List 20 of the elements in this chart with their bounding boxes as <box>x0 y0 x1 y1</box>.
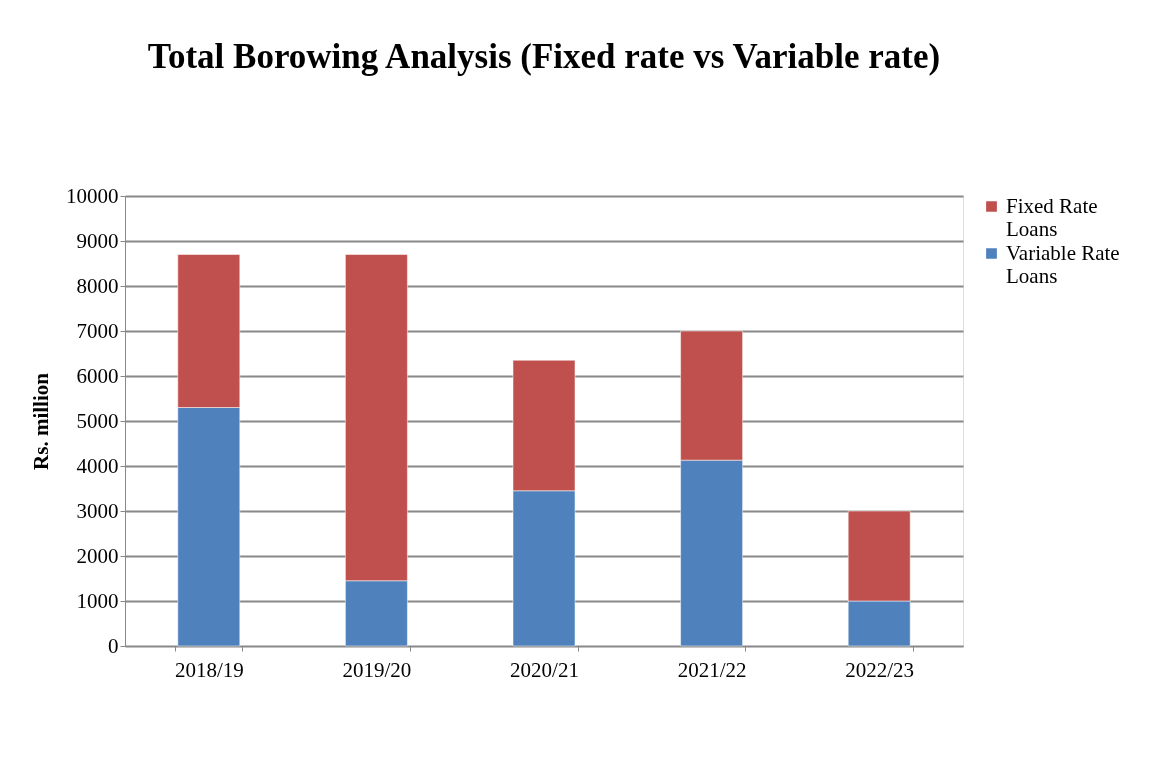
x-tick-label: 2022/23 <box>845 657 915 682</box>
x-tick-label: 2020/21 <box>510 657 579 682</box>
chart-title: Total Borowing Analysis (Fixed rate vs Variable rate) <box>147 37 941 76</box>
x-tick-label: 2019/20 <box>342 657 412 682</box>
y-tick-label: 6000 <box>76 363 119 388</box>
y-tick-label: 2000 <box>76 543 119 568</box>
y-tick-label: 1000 <box>76 588 119 613</box>
x-tick-label: 2021/22 <box>677 657 747 682</box>
legend-label: Fixed Rate Loans <box>1006 193 1098 241</box>
x-tick-label: 2018/19 <box>174 657 244 682</box>
y-tick-label: 5000 <box>76 408 119 433</box>
y-tick-label: 10000 <box>66 183 119 208</box>
y-tick-label: 3000 <box>76 498 119 523</box>
y-axis-title: Rs. million <box>29 372 53 470</box>
y-tick-label: 0 <box>108 633 119 658</box>
y-tick-label: 8000 <box>76 273 119 298</box>
y-tick-label: 4000 <box>76 453 119 478</box>
y-tick-label: 9000 <box>76 228 119 253</box>
y-tick-label: 7000 <box>76 318 119 343</box>
legend-label: Variable Rate Loans <box>1006 240 1120 288</box>
